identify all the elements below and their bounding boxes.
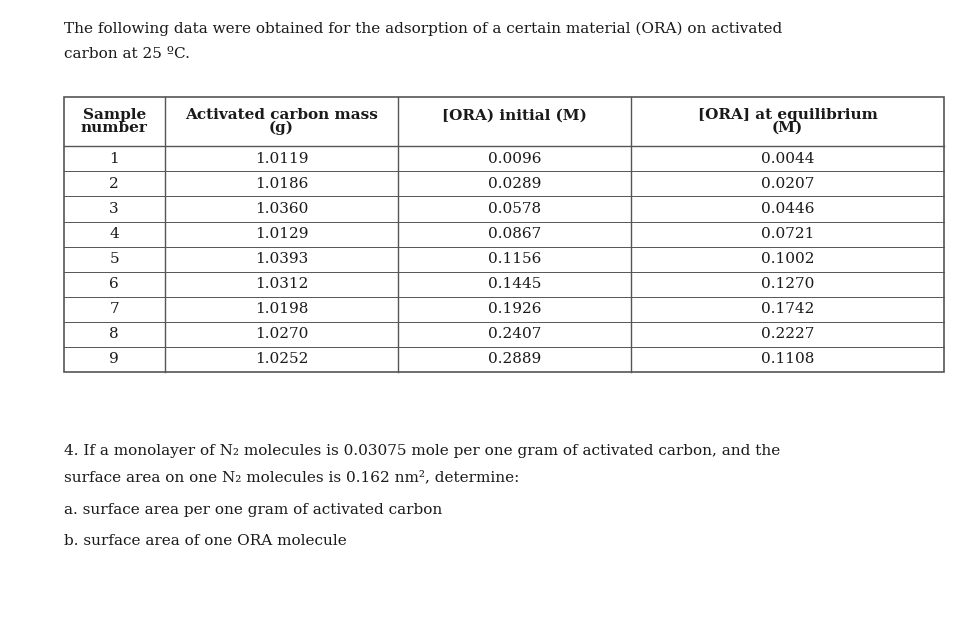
Text: 0.1108: 0.1108 bbox=[760, 352, 814, 366]
Text: (g): (g) bbox=[269, 121, 294, 135]
Text: Activated carbon mass: Activated carbon mass bbox=[185, 108, 377, 122]
Text: 0.0867: 0.0867 bbox=[488, 227, 540, 241]
Text: [ORA) initial (M): [ORA) initial (M) bbox=[442, 108, 586, 122]
Text: number: number bbox=[81, 121, 148, 135]
Text: 3: 3 bbox=[109, 202, 119, 216]
Text: The following data were obtained for the adsorption of a certain material (ORA) : The following data were obtained for the… bbox=[64, 22, 781, 36]
Text: 0.1002: 0.1002 bbox=[760, 252, 814, 266]
Text: 8: 8 bbox=[109, 328, 119, 341]
Text: 4: 4 bbox=[109, 227, 119, 241]
Text: 0.1926: 0.1926 bbox=[488, 302, 541, 316]
Text: (M): (M) bbox=[771, 121, 802, 135]
Text: 1: 1 bbox=[109, 152, 119, 166]
Text: 0.0207: 0.0207 bbox=[760, 177, 814, 191]
Text: 1.0252: 1.0252 bbox=[254, 352, 308, 366]
Text: a. surface area per one gram of activated carbon: a. surface area per one gram of activate… bbox=[64, 503, 442, 517]
Text: 1.0198: 1.0198 bbox=[254, 302, 308, 316]
Text: 0.0578: 0.0578 bbox=[488, 202, 540, 216]
Text: 1.0129: 1.0129 bbox=[254, 227, 308, 241]
Text: 0.1156: 0.1156 bbox=[488, 252, 541, 266]
Text: 0.0446: 0.0446 bbox=[760, 202, 814, 216]
Text: 5: 5 bbox=[109, 252, 119, 266]
Text: 0.0289: 0.0289 bbox=[488, 177, 541, 191]
Text: 2: 2 bbox=[109, 177, 119, 191]
Text: 1.0393: 1.0393 bbox=[255, 252, 308, 266]
Text: 0.0044: 0.0044 bbox=[760, 152, 814, 166]
Text: 9: 9 bbox=[109, 352, 119, 366]
Text: Sample: Sample bbox=[82, 108, 146, 122]
Text: 4. If a monolayer of N₂ molecules is 0.03075 mole per one gram of activated carb: 4. If a monolayer of N₂ molecules is 0.0… bbox=[64, 444, 779, 458]
Text: [ORA] at equilibrium: [ORA] at equilibrium bbox=[697, 108, 876, 122]
Text: 6: 6 bbox=[109, 277, 119, 291]
Text: 0.1270: 0.1270 bbox=[760, 277, 814, 291]
Text: 0.2227: 0.2227 bbox=[760, 328, 814, 341]
Text: 0.0721: 0.0721 bbox=[760, 227, 814, 241]
Text: 0.2889: 0.2889 bbox=[488, 352, 540, 366]
Text: surface area on one N₂ molecules is 0.162 nm², determine:: surface area on one N₂ molecules is 0.16… bbox=[64, 470, 519, 484]
Text: b. surface area of one ORA molecule: b. surface area of one ORA molecule bbox=[64, 534, 346, 548]
Text: 1.0360: 1.0360 bbox=[254, 202, 308, 216]
Text: 1.0186: 1.0186 bbox=[254, 177, 308, 191]
Text: 0.1742: 0.1742 bbox=[760, 302, 814, 316]
Bar bbox=[64, 97, 943, 372]
Text: 1.0312: 1.0312 bbox=[254, 277, 308, 291]
Text: 1.0119: 1.0119 bbox=[254, 152, 308, 166]
Text: 1.0270: 1.0270 bbox=[254, 328, 308, 341]
Text: 7: 7 bbox=[109, 302, 119, 316]
Text: carbon at 25 ºC.: carbon at 25 ºC. bbox=[64, 47, 190, 61]
Text: 0.1445: 0.1445 bbox=[488, 277, 541, 291]
Text: 0.2407: 0.2407 bbox=[488, 328, 541, 341]
Text: 0.0096: 0.0096 bbox=[488, 152, 541, 166]
